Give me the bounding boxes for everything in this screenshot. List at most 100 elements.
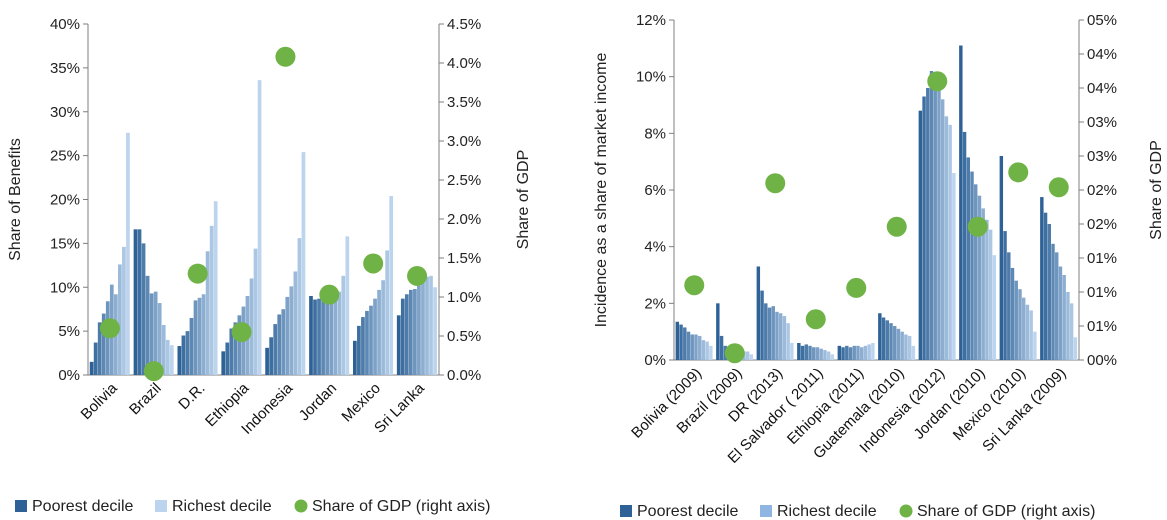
bar <box>377 289 381 375</box>
bar <box>345 236 350 375</box>
gdp-point <box>407 265 428 286</box>
y2-tick-label: 1.0% <box>447 289 481 306</box>
bar <box>389 195 394 375</box>
bar <box>775 311 779 360</box>
bar <box>118 264 122 375</box>
bar <box>277 314 282 375</box>
bar <box>933 85 937 361</box>
gdp-point <box>765 173 786 194</box>
bar <box>381 280 385 375</box>
bar <box>999 156 1004 360</box>
bar <box>165 339 170 375</box>
bar <box>1033 331 1037 360</box>
bar <box>922 96 926 360</box>
bar <box>197 297 202 375</box>
legend-label: Richest decile <box>172 498 272 515</box>
bar <box>317 298 321 375</box>
bar <box>697 335 702 360</box>
y-tick-label: 35% <box>50 60 80 77</box>
bar <box>1029 310 1033 360</box>
y-tick-label: 25% <box>50 148 80 165</box>
bar <box>425 276 429 375</box>
bar <box>889 323 893 360</box>
bar <box>1007 252 1011 360</box>
bar <box>229 328 234 375</box>
bar <box>101 313 106 375</box>
bar <box>878 313 882 360</box>
bar <box>929 71 934 360</box>
bar <box>281 309 286 375</box>
bar <box>369 305 373 375</box>
y2-tick-label: 0.0% <box>447 367 481 384</box>
bar <box>981 208 985 360</box>
y2-axis-title: Share of GDP <box>515 150 532 250</box>
bar <box>373 298 377 375</box>
bar <box>1010 267 1015 360</box>
bar <box>89 361 94 375</box>
y-tick-label: 40% <box>50 16 80 33</box>
y2-tick-label: 3.0% <box>447 133 481 150</box>
y2-tick-label: 02% <box>1087 182 1117 199</box>
y2-tick-label: 00% <box>1087 352 1117 369</box>
bar <box>885 320 889 360</box>
y-tick-label: 6% <box>644 182 666 199</box>
bar <box>856 345 860 360</box>
bar <box>149 293 154 375</box>
bar <box>404 294 409 375</box>
bar <box>93 342 98 375</box>
right-chart: 0% 2% 4% 6% 8% 10% 12% 00% 01% 01% 01% 02% 02% 03% 03%… <box>593 12 1165 520</box>
bar <box>141 243 146 376</box>
bar <box>413 289 417 375</box>
bar <box>161 324 166 375</box>
bar <box>201 294 206 375</box>
y2-tick-label: 0.5% <box>447 328 481 345</box>
y-tick-label: 8% <box>644 125 666 142</box>
bar <box>205 251 210 375</box>
y-tick-label: 2% <box>644 295 666 312</box>
bar <box>333 288 338 375</box>
bar <box>421 280 425 375</box>
bar <box>977 195 982 360</box>
bar <box>289 286 294 375</box>
gdp-point <box>363 253 384 274</box>
y-tick-label: 10% <box>50 279 80 296</box>
y-axis-title: Share of Benefits <box>7 138 24 261</box>
y2-tick-label: 01% <box>1087 250 1117 267</box>
y2-tick-label: 04% <box>1087 80 1117 97</box>
y2-tick-label: 05% <box>1087 12 1117 29</box>
y-tick-label: 15% <box>50 235 80 252</box>
bar <box>321 297 325 375</box>
bar <box>845 345 849 360</box>
bar <box>800 345 805 360</box>
bar <box>126 132 130 375</box>
bar <box>1062 275 1066 360</box>
y2-tick-label: 4.5% <box>447 16 481 33</box>
gdp-point <box>724 343 745 364</box>
bar <box>756 266 761 360</box>
gdp-point <box>805 309 826 330</box>
bar <box>907 335 912 360</box>
bar <box>959 45 963 360</box>
bar <box>985 219 989 360</box>
gdp-point <box>886 216 907 237</box>
category-label: Bolivia <box>77 379 121 423</box>
bar <box>815 347 820 360</box>
legend-label: Richest decile <box>777 503 877 520</box>
y2-tick-label: 03% <box>1087 114 1117 131</box>
bar <box>745 351 750 360</box>
bar <box>122 246 126 375</box>
y-tick-label: 5% <box>58 323 80 340</box>
gdp-point <box>846 277 867 298</box>
bar <box>683 327 687 360</box>
bar <box>701 340 706 360</box>
bar <box>353 340 357 375</box>
bar <box>357 325 361 375</box>
bar <box>237 315 242 375</box>
bar <box>253 248 258 375</box>
bar <box>992 255 997 360</box>
bar <box>837 345 842 360</box>
legend-label: Poorest decile <box>32 498 133 515</box>
bar <box>385 250 390 375</box>
bar <box>867 344 871 360</box>
